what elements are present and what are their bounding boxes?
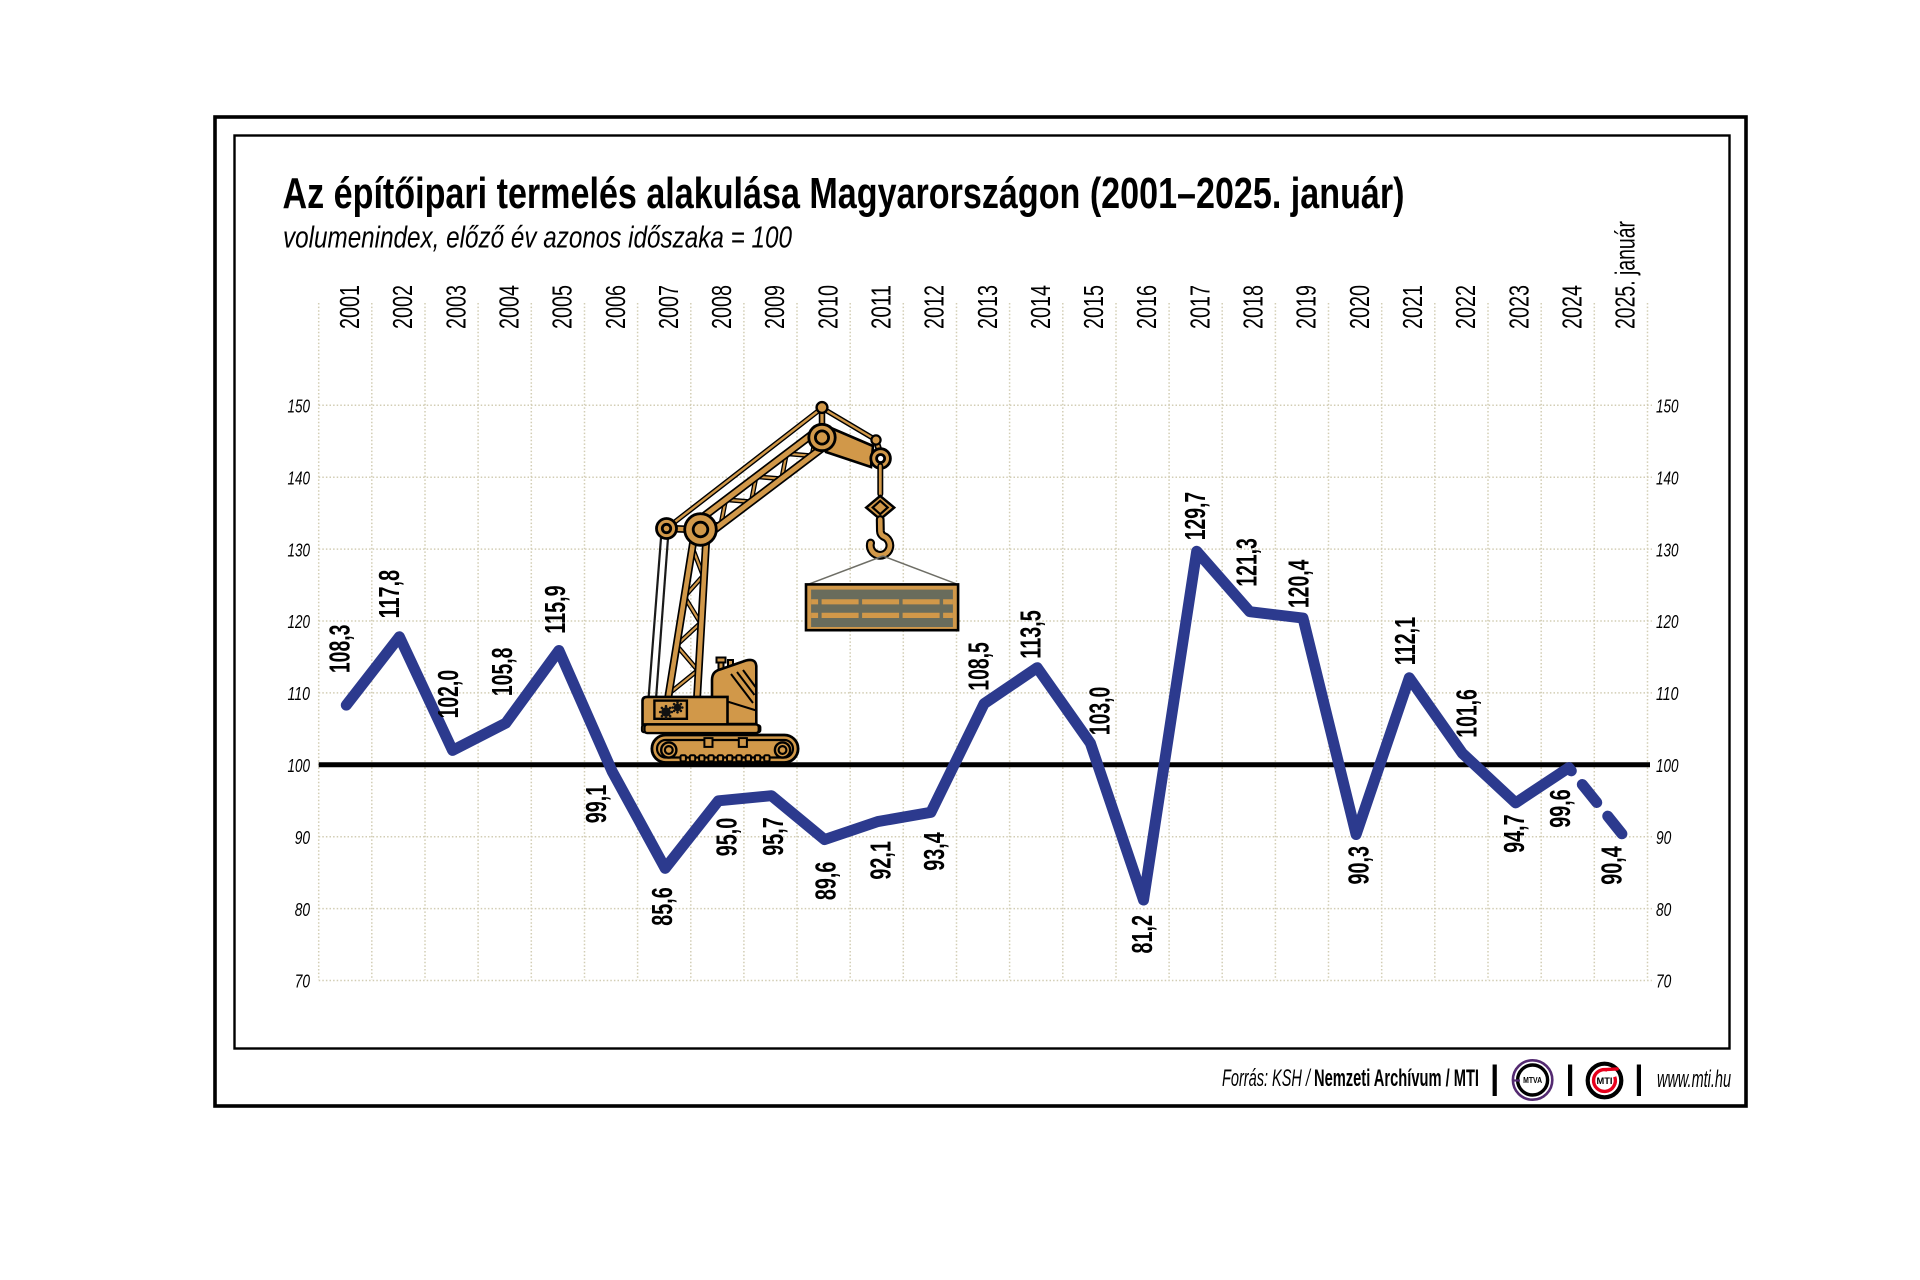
svg-text:2014: 2014 — [1025, 285, 1056, 329]
svg-text:150: 150 — [288, 396, 311, 417]
svg-text:70: 70 — [1656, 971, 1672, 992]
svg-text:108,3: 108,3 — [324, 625, 356, 674]
svg-text:113,5: 113,5 — [1016, 610, 1048, 659]
svg-text:2017: 2017 — [1184, 285, 1215, 329]
svg-text:2012: 2012 — [919, 285, 950, 329]
svg-text:112,1: 112,1 — [1390, 617, 1422, 666]
svg-text:80: 80 — [295, 899, 311, 920]
svg-text:2007: 2007 — [653, 285, 684, 329]
svg-text:85,6: 85,6 — [647, 887, 679, 926]
svg-text:110: 110 — [1656, 683, 1679, 704]
svg-text:121,3: 121,3 — [1232, 538, 1264, 587]
svg-text:81,2: 81,2 — [1127, 915, 1159, 954]
svg-text:102,0: 102,0 — [433, 670, 465, 719]
svg-text:105,8: 105,8 — [487, 648, 519, 697]
svg-text:2018: 2018 — [1238, 285, 1269, 329]
svg-text:2003: 2003 — [440, 285, 471, 329]
svg-text:95,7: 95,7 — [758, 817, 790, 856]
svg-text:2021: 2021 — [1397, 285, 1428, 329]
svg-text:140: 140 — [288, 467, 311, 488]
svg-text:2022: 2022 — [1450, 285, 1481, 329]
svg-text:89,6: 89,6 — [811, 862, 843, 901]
svg-text:90: 90 — [295, 827, 311, 848]
svg-text:2015: 2015 — [1078, 285, 1109, 329]
svg-text:2011: 2011 — [866, 285, 897, 329]
svg-text:2005: 2005 — [547, 285, 578, 329]
svg-text:130: 130 — [288, 539, 311, 560]
svg-text:101,6: 101,6 — [1451, 689, 1483, 738]
svg-text:2024: 2024 — [1557, 285, 1588, 329]
svg-text:150: 150 — [1656, 396, 1679, 417]
svg-text:Az építőipari termelés alakulá: Az építőipari termelés alakulása Magyaro… — [283, 170, 1405, 218]
svg-text:www.mti.hu: www.mti.hu — [1657, 1066, 1731, 1093]
svg-text:80: 80 — [1656, 899, 1672, 920]
svg-text:103,0: 103,0 — [1084, 687, 1116, 736]
svg-text:2009: 2009 — [759, 285, 790, 329]
svg-text:2010: 2010 — [812, 285, 843, 329]
svg-text:110: 110 — [288, 683, 311, 704]
svg-text:93,4: 93,4 — [919, 832, 951, 871]
svg-text:130: 130 — [1656, 539, 1679, 560]
svg-text:140: 140 — [1656, 467, 1679, 488]
svg-text:100: 100 — [288, 755, 311, 776]
svg-text:99,6: 99,6 — [1545, 789, 1577, 828]
svg-text:129,7: 129,7 — [1180, 492, 1212, 541]
svg-text:Nemzeti Archívum / MTI: Nemzeti Archívum / MTI — [1314, 1065, 1479, 1092]
svg-text:2019: 2019 — [1291, 285, 1322, 329]
svg-text:volumenindex, előző év azonos: volumenindex, előző év azonos időszaka =… — [283, 221, 792, 255]
svg-text:94,7: 94,7 — [1499, 814, 1531, 853]
svg-text:117,8: 117,8 — [374, 570, 406, 619]
svg-text:115,9: 115,9 — [540, 585, 572, 634]
svg-text:90: 90 — [1656, 827, 1672, 848]
svg-text:120: 120 — [1656, 611, 1679, 632]
svg-text:92,1: 92,1 — [866, 841, 898, 880]
svg-text:90,3: 90,3 — [1344, 846, 1376, 885]
svg-text:100: 100 — [1656, 755, 1679, 776]
svg-text:120,4: 120,4 — [1283, 560, 1315, 609]
svg-text:2013: 2013 — [972, 285, 1003, 329]
svg-text:2002: 2002 — [387, 285, 418, 329]
svg-text:120: 120 — [288, 611, 311, 632]
svg-text:2001: 2001 — [334, 285, 365, 329]
svg-text:2006: 2006 — [600, 285, 631, 329]
svg-text:MTI: MTI — [1597, 1076, 1613, 1087]
svg-text:2020: 2020 — [1344, 285, 1375, 329]
svg-text:2008: 2008 — [706, 285, 737, 329]
svg-text:MTVA: MTVA — [1523, 1075, 1542, 1085]
svg-text:90,4: 90,4 — [1597, 846, 1629, 885]
svg-text:Forrás: KSH /: Forrás: KSH / — [1222, 1065, 1311, 1092]
svg-text:70: 70 — [295, 971, 311, 992]
svg-text:2004: 2004 — [494, 285, 525, 329]
svg-text:108,5: 108,5 — [964, 642, 996, 691]
svg-text:99,1: 99,1 — [581, 785, 613, 824]
svg-text:2023: 2023 — [1503, 285, 1534, 329]
svg-text:95,0: 95,0 — [711, 818, 743, 857]
svg-text:2025. január: 2025. január — [1610, 221, 1641, 329]
svg-text:2016: 2016 — [1131, 285, 1162, 329]
